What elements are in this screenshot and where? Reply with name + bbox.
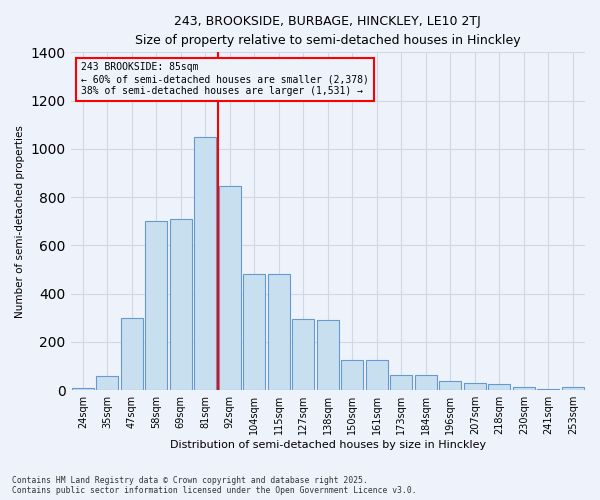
Bar: [268, 274, 290, 390]
Bar: [219, 186, 241, 390]
Bar: [194, 137, 217, 390]
Text: 243 BROOKSIDE: 85sqm
← 60% of semi-detached houses are smaller (2,378)
38% of se: 243 BROOKSIDE: 85sqm ← 60% of semi-detac…: [81, 62, 369, 96]
Bar: [72, 388, 94, 390]
Bar: [341, 360, 363, 390]
Bar: [513, 387, 535, 390]
Bar: [366, 360, 388, 390]
Bar: [562, 386, 584, 390]
Bar: [292, 319, 314, 390]
Y-axis label: Number of semi-detached properties: Number of semi-detached properties: [15, 125, 25, 318]
Bar: [464, 384, 486, 390]
Bar: [439, 381, 461, 390]
Text: Contains HM Land Registry data © Crown copyright and database right 2025.
Contai: Contains HM Land Registry data © Crown c…: [12, 476, 416, 495]
Bar: [415, 374, 437, 390]
Title: 243, BROOKSIDE, BURBAGE, HINCKLEY, LE10 2TJ
Size of property relative to semi-de: 243, BROOKSIDE, BURBAGE, HINCKLEY, LE10 …: [135, 15, 521, 47]
Bar: [488, 384, 510, 390]
Bar: [96, 376, 118, 390]
Bar: [317, 320, 339, 390]
X-axis label: Distribution of semi-detached houses by size in Hinckley: Distribution of semi-detached houses by …: [170, 440, 486, 450]
Bar: [390, 374, 412, 390]
Bar: [537, 389, 559, 390]
Bar: [145, 222, 167, 390]
Bar: [170, 219, 192, 390]
Bar: [243, 274, 265, 390]
Bar: [121, 318, 143, 390]
